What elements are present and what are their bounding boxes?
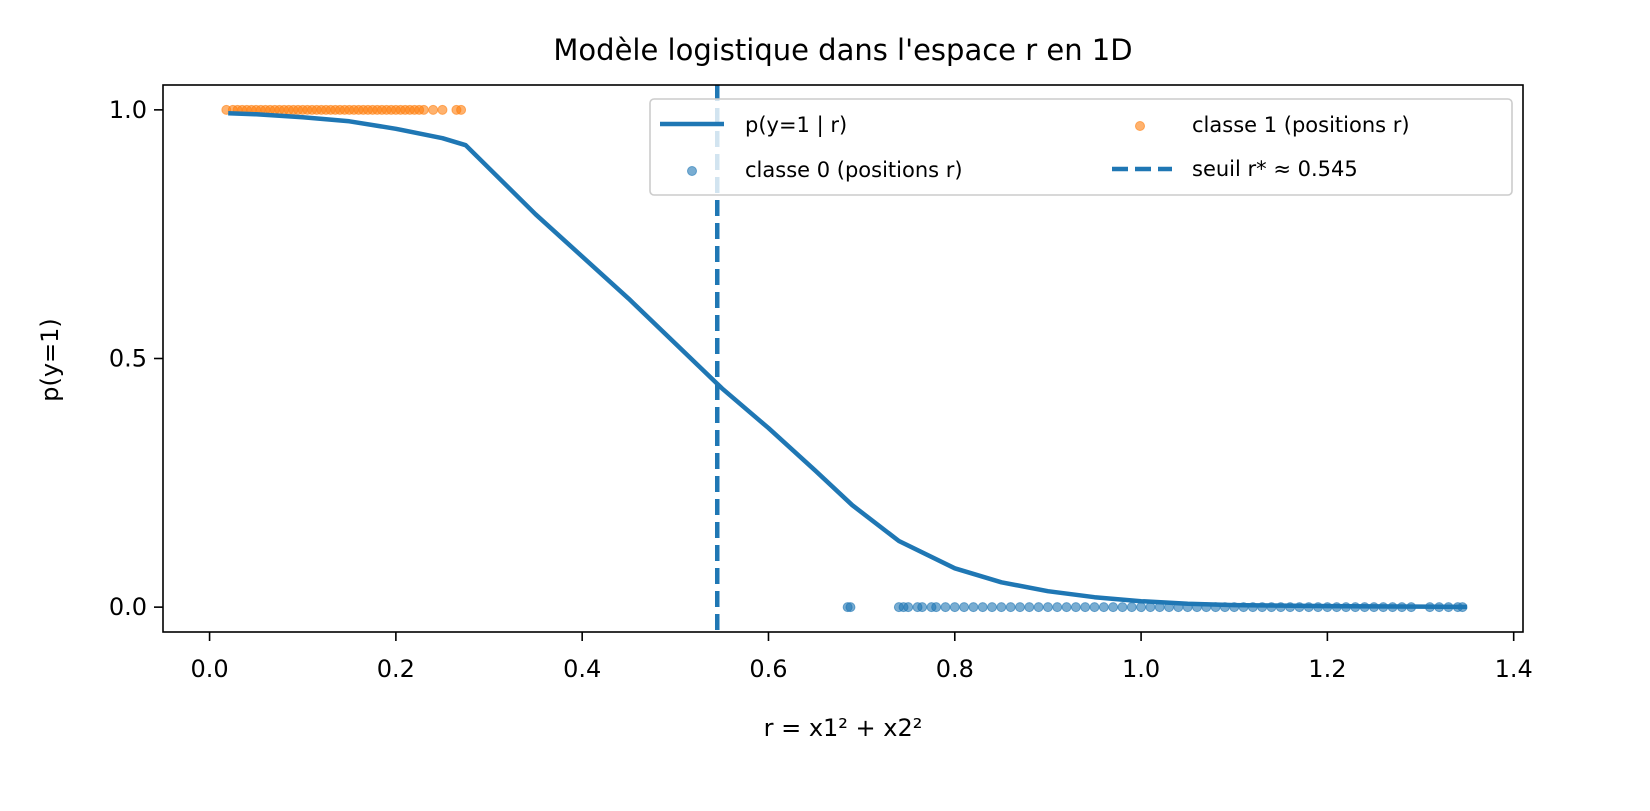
x-tick-label: 1.2 xyxy=(1308,655,1346,683)
legend-marker-classe0 xyxy=(687,166,697,176)
classe0-point xyxy=(1052,602,1063,613)
classe0-point xyxy=(940,602,951,613)
legend-label-classe1: classe 1 (positions r) xyxy=(1192,113,1410,137)
x-tick-label: 0.2 xyxy=(377,655,415,683)
legend-marker-classe1 xyxy=(1135,121,1145,131)
classe1-point xyxy=(428,104,439,115)
classe0-point xyxy=(917,602,928,613)
classe0-point xyxy=(959,602,970,613)
classe1-point xyxy=(456,104,467,115)
y-tick-label: 0.0 xyxy=(109,593,147,621)
classe0-point xyxy=(1070,602,1081,613)
classe0-point xyxy=(903,602,914,613)
x-axis-label: r = x1² + x2² xyxy=(764,714,923,742)
classe0-point xyxy=(996,602,1007,613)
classe0-point xyxy=(1126,602,1137,613)
y-tick-label: 0.5 xyxy=(109,345,147,373)
classe0-point xyxy=(1108,602,1119,613)
classe0-point xyxy=(1089,602,1100,613)
x-tick-label: 1.4 xyxy=(1495,655,1533,683)
legend-label-curve: p(y=1 | r) xyxy=(745,113,847,138)
x-tick-label: 0.8 xyxy=(936,655,974,683)
classe1-point xyxy=(437,104,448,115)
classe0-point xyxy=(1014,602,1025,613)
legend-label-threshold: seuil r* ≈ 0.545 xyxy=(1192,157,1358,181)
legend-label-classe0: classe 0 (positions r) xyxy=(745,158,963,182)
x-tick-label: 0.0 xyxy=(190,655,228,683)
x-tick-label: 1.0 xyxy=(1122,655,1160,683)
classe0-point xyxy=(977,602,988,613)
classe0-point xyxy=(987,602,998,613)
classe0-point xyxy=(968,602,979,613)
classe0-point xyxy=(1136,602,1147,613)
x-axis: 0.0 0.2 0.4 0.6 0.8 1.0 1.2 1.4 xyxy=(190,632,1533,683)
classe0-point xyxy=(1033,602,1044,613)
classe0-point xyxy=(1005,602,1016,613)
y-axis-label: p(y=1) xyxy=(36,318,64,402)
y-tick-label: 1.0 xyxy=(109,96,147,124)
classe0-point xyxy=(1098,602,1109,613)
y-axis: 0.0 0.5 1.0 xyxy=(109,96,163,621)
x-tick-label: 0.6 xyxy=(749,655,787,683)
chart-title: Modèle logistique dans l'espace r en 1D xyxy=(553,33,1132,67)
legend-box xyxy=(649,98,1513,196)
x-tick-label: 0.4 xyxy=(563,655,601,683)
classe0-point xyxy=(1061,602,1072,613)
classe0-point xyxy=(845,602,856,613)
line-layer xyxy=(228,85,1468,632)
classe0-point xyxy=(931,602,942,613)
legend: p(y=1 | r) classe 0 (positions r) classe… xyxy=(649,98,1513,196)
classe0-point xyxy=(949,602,960,613)
classe0-point xyxy=(1042,602,1053,613)
classe0-point xyxy=(1080,602,1091,613)
plot-area xyxy=(221,85,1468,632)
classe0-point xyxy=(1024,602,1035,613)
classe1-point xyxy=(418,104,429,115)
probability-curve xyxy=(228,111,1468,610)
classe0-point xyxy=(1117,602,1128,613)
